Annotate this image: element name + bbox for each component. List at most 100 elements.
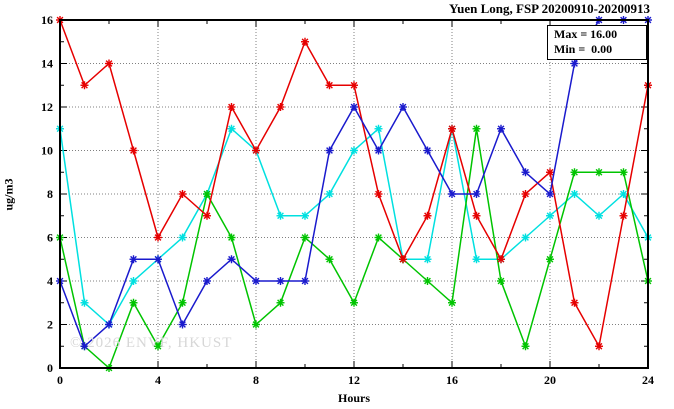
marker-stroke xyxy=(424,212,431,220)
series-green-marker xyxy=(350,298,358,307)
marker-stroke xyxy=(399,103,407,111)
series-blue-marker xyxy=(301,277,309,285)
marker-stroke xyxy=(154,255,162,263)
marker-stroke xyxy=(546,212,554,220)
series-blue-marker xyxy=(154,255,162,264)
marker-stroke xyxy=(424,255,431,263)
marker-stroke xyxy=(571,60,578,67)
marker-stroke xyxy=(497,125,505,133)
series-green-marker xyxy=(325,255,334,264)
marker-stroke xyxy=(448,190,456,198)
marker-stroke xyxy=(203,277,211,285)
marker-stroke xyxy=(522,168,529,176)
marker-stroke xyxy=(497,255,505,263)
series-cyan-marker xyxy=(276,211,285,220)
series-green-marker xyxy=(497,277,505,285)
marker-stroke xyxy=(620,212,627,220)
series-cyan-marker xyxy=(301,211,309,220)
series-cyan-marker xyxy=(570,190,579,198)
series-blue-marker xyxy=(521,168,530,177)
series-green-marker xyxy=(154,342,162,351)
series-green-marker xyxy=(252,320,260,329)
series-cyan-marker xyxy=(472,255,481,264)
series-cyan-marker xyxy=(350,146,358,155)
x-tick-label: 0 xyxy=(57,373,63,387)
marker-stroke xyxy=(424,147,431,154)
y-axis-label: ug/m3 xyxy=(1,178,16,211)
marker-stroke xyxy=(228,103,235,111)
y-tick-label: 4 xyxy=(47,274,53,288)
series-green-marker xyxy=(227,233,236,242)
marker-stroke xyxy=(105,60,113,67)
x-tick-label: 16 xyxy=(446,373,458,387)
marker-stroke xyxy=(473,190,480,198)
series-green-marker xyxy=(546,255,554,264)
marker-stroke xyxy=(497,277,505,285)
marker-stroke xyxy=(522,234,529,241)
series-green-marker xyxy=(448,298,456,307)
marker-stroke xyxy=(399,255,407,263)
marker-stroke xyxy=(154,234,162,241)
marker-stroke xyxy=(473,255,480,263)
y-tick-label: 6 xyxy=(47,231,53,245)
series-red-marker xyxy=(105,59,113,68)
series-red-marker xyxy=(252,146,260,155)
marker-stroke xyxy=(595,342,603,350)
series-green-marker xyxy=(301,233,309,242)
series-cyan-marker xyxy=(178,233,187,242)
y-tick-label: 12 xyxy=(41,100,53,114)
marker-stroke xyxy=(252,147,260,154)
series-red-marker xyxy=(399,255,407,264)
marker-stroke xyxy=(81,299,88,307)
marker-stroke xyxy=(130,147,137,154)
series-blue-marker xyxy=(546,190,554,198)
marker-stroke xyxy=(326,81,333,89)
marker-stroke xyxy=(595,168,603,176)
x-tick-label: 24 xyxy=(642,373,654,387)
marker-stroke xyxy=(473,125,480,133)
series-red-marker xyxy=(472,211,481,220)
marker-stroke xyxy=(473,212,480,220)
series-green-marker xyxy=(570,168,579,177)
series-blue-marker xyxy=(472,190,481,198)
marker-stroke xyxy=(179,234,186,241)
marker-stroke xyxy=(277,277,284,285)
y-tick-label: 0 xyxy=(47,361,53,375)
series-red-marker xyxy=(325,81,334,90)
marker-stroke xyxy=(375,147,382,154)
x-axis-label: Hours xyxy=(337,391,370,405)
marker-stroke xyxy=(375,234,382,241)
marker-stroke xyxy=(228,234,235,241)
marker-stroke xyxy=(301,277,309,285)
series-red-marker xyxy=(350,81,358,90)
series-red-marker xyxy=(227,103,236,111)
series-red-marker xyxy=(423,211,432,220)
chart-title: Yuen Long, FSP 20200910-20200913 xyxy=(448,1,650,16)
x-tick-label: 20 xyxy=(544,373,556,387)
marker-stroke xyxy=(179,190,186,198)
series-red-marker xyxy=(178,190,187,198)
y-tick-label: 14 xyxy=(41,57,53,71)
series-green-marker xyxy=(203,190,211,198)
series-cyan-marker xyxy=(521,233,530,242)
series-red-marker xyxy=(203,211,211,220)
series-blue-marker xyxy=(374,146,383,155)
marker-stroke xyxy=(546,190,554,198)
y-tick-label: 2 xyxy=(47,318,53,332)
series-blue-marker xyxy=(497,124,505,133)
series-green-marker xyxy=(374,233,383,242)
series-cyan-marker xyxy=(374,124,383,133)
marker-stroke xyxy=(301,234,309,241)
marker-stroke xyxy=(350,81,358,89)
series-red-marker xyxy=(521,190,530,198)
series-red-marker xyxy=(276,103,285,111)
marker-stroke xyxy=(448,299,456,307)
marker-stroke xyxy=(424,277,431,285)
y-tick-label: 16 xyxy=(41,13,53,27)
series-blue-marker xyxy=(227,255,236,264)
marker-stroke xyxy=(326,147,333,154)
series-blue-marker xyxy=(252,277,260,285)
series-blue-marker xyxy=(448,190,456,198)
marker-stroke xyxy=(301,38,309,46)
